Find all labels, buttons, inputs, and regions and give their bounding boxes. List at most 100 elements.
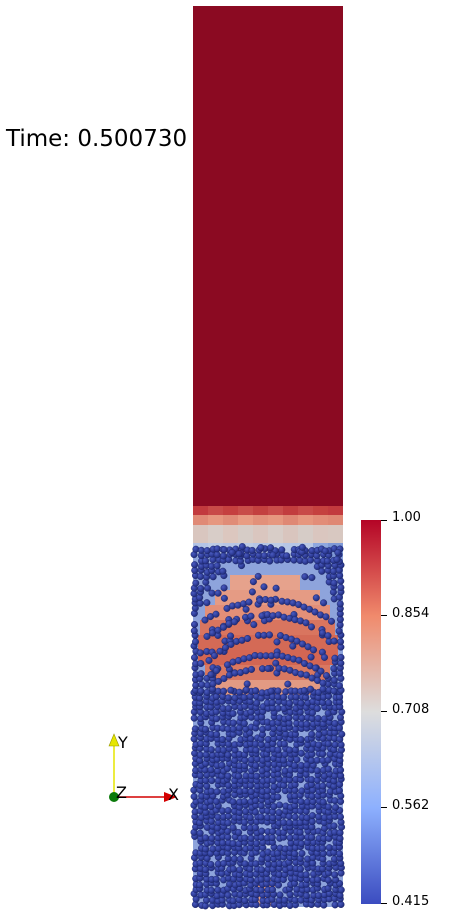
particle	[337, 886, 345, 894]
band-cell	[298, 515, 313, 525]
particle	[328, 617, 336, 625]
particle	[213, 562, 221, 570]
particle	[313, 767, 321, 775]
particle	[207, 746, 215, 754]
particle	[266, 557, 274, 565]
colorbar-tick	[381, 807, 387, 808]
particle	[207, 766, 215, 774]
particle	[251, 824, 259, 832]
particle	[330, 822, 338, 830]
particle	[324, 632, 332, 640]
particle	[242, 686, 250, 694]
particle	[314, 714, 322, 722]
particle	[309, 812, 317, 820]
band-cell	[208, 525, 223, 543]
particle	[214, 589, 222, 597]
particle	[247, 612, 255, 620]
particle	[229, 865, 237, 873]
band-cell	[223, 525, 238, 543]
particle	[247, 756, 255, 764]
particle	[331, 741, 339, 749]
particle	[324, 756, 332, 764]
particle	[297, 736, 305, 744]
particle	[292, 725, 300, 733]
particle	[257, 886, 265, 894]
particle	[266, 631, 274, 639]
particle	[337, 584, 345, 592]
particle	[303, 671, 311, 679]
particle	[323, 672, 331, 680]
particle	[274, 687, 282, 695]
band-cell	[193, 525, 208, 543]
particle	[240, 798, 248, 806]
particle	[246, 814, 254, 822]
particle	[289, 642, 297, 650]
particle	[254, 572, 262, 580]
x-axis-arrow-icon	[164, 792, 177, 802]
particle	[227, 686, 235, 694]
particle	[301, 573, 309, 581]
particle	[269, 777, 277, 785]
band-cell	[283, 525, 298, 543]
particle	[312, 594, 320, 602]
particle	[336, 850, 344, 858]
particle	[196, 772, 204, 780]
particle	[242, 808, 250, 816]
particle	[224, 833, 232, 841]
particle	[297, 749, 305, 757]
z-axis-label: Z	[116, 783, 127, 802]
particle	[302, 871, 310, 879]
particle	[229, 710, 237, 718]
band-cell	[208, 506, 223, 515]
particle	[269, 886, 277, 894]
particle	[229, 798, 237, 806]
particle	[202, 834, 210, 842]
particle	[203, 547, 211, 555]
particle	[267, 596, 275, 604]
particle	[191, 561, 199, 569]
particle	[264, 665, 272, 673]
particle	[190, 654, 198, 662]
particle	[207, 817, 215, 825]
particle	[224, 819, 232, 827]
particle	[229, 719, 237, 727]
particle	[304, 643, 312, 651]
particle	[292, 693, 300, 701]
particle	[274, 746, 282, 754]
colorbar-label-max: 1.00	[392, 510, 421, 525]
particle	[330, 579, 338, 587]
band-cell	[283, 506, 298, 515]
particle	[212, 875, 220, 883]
band-cell	[313, 515, 328, 525]
band-cell	[268, 525, 283, 543]
particle	[219, 746, 227, 754]
particle	[307, 653, 315, 661]
particle	[235, 829, 243, 837]
particle	[252, 762, 260, 770]
particle	[243, 680, 251, 688]
particle	[229, 897, 237, 905]
particle	[213, 551, 221, 559]
particle	[278, 546, 286, 554]
particle	[270, 783, 278, 791]
particle	[333, 555, 341, 563]
particle	[315, 892, 323, 900]
particle	[238, 543, 246, 551]
particle	[202, 725, 210, 733]
particle	[286, 746, 294, 754]
particle	[207, 886, 215, 894]
particle	[247, 788, 255, 796]
particle	[331, 654, 339, 662]
particle	[267, 687, 275, 695]
band-cell	[268, 506, 283, 515]
particle	[313, 705, 321, 713]
particle	[297, 865, 305, 873]
particle	[208, 834, 216, 842]
particle	[250, 621, 258, 629]
band-cell	[223, 506, 238, 515]
particle	[320, 599, 328, 607]
particle	[274, 793, 282, 801]
particle	[190, 714, 198, 722]
x-axis-label: X	[168, 785, 179, 804]
